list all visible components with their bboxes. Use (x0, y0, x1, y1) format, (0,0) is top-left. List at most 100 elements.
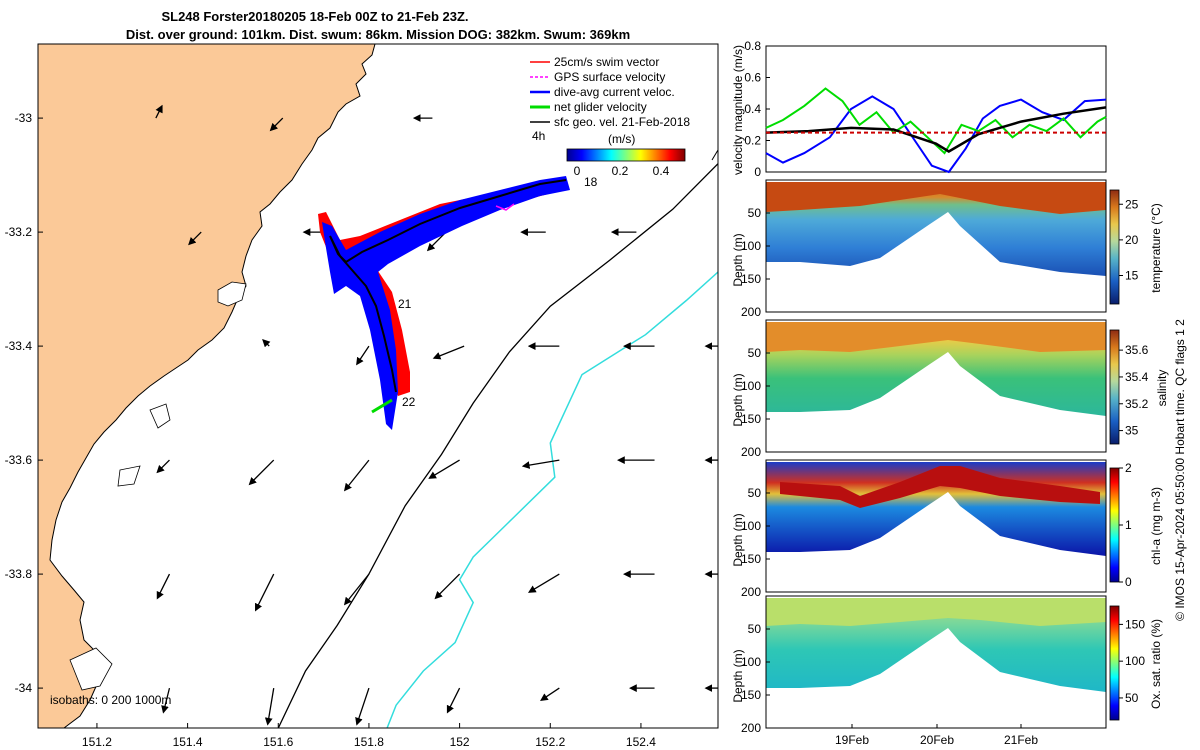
velocity-y-tick-label: 0.4 (744, 102, 761, 116)
temperature-colorbar (1109, 189, 1120, 305)
depth-tick-label: 150 (741, 412, 761, 426)
day-label-22: 22 (402, 395, 416, 409)
colorbar-tick-label: 35.6 (1125, 343, 1149, 357)
colorbar-tick-label: 0 (1125, 575, 1132, 589)
colorbar-tick-label: 15 (1125, 269, 1139, 283)
velocity-y-tick-label: 0 (754, 165, 761, 179)
credit-text: © IMOS 15-Apr-2024 05:50:00 Hobart time.… (1173, 319, 1187, 621)
map-frame (37, 43, 719, 729)
velocity-plot-area (765, 45, 1107, 173)
figure-title-line1: SL248 Forster20180205 18-Feb 00Z to 21-F… (161, 9, 468, 24)
depth-tick-label: 50 (748, 346, 762, 360)
chla-maximum-layer (780, 466, 1100, 508)
velocity-y-tick-label: 0.2 (744, 134, 761, 148)
colorbar-tick-label: 100 (1125, 654, 1145, 668)
map-isobaths (277, 163, 718, 728)
map-x-tick-label: 152.4 (626, 735, 656, 749)
figure-title-line2: Dist. over ground: 101km. Dist. swum: 86… (126, 27, 630, 42)
depth-tick-label: 200 (741, 721, 761, 735)
legend-label-current: dive-avg current veloc. (554, 85, 675, 99)
map-inlet (117, 465, 141, 487)
map-colorbar-tick: 0.2 (612, 164, 629, 178)
date-tick-label: 19Feb (835, 733, 869, 747)
velocity-y-tick-label: 0.6 (744, 71, 761, 85)
oxygen-panel: 50 100 150 200 50 100 150 Depth (m) Ox. sat. r… (731, 595, 1163, 747)
depth-tick-label: 100 (741, 379, 761, 393)
depth-tick-label: 100 (741, 239, 761, 253)
velocity-panel: 0 0.2 0.4 0.6 0.8 velocity magnitude (m/s) (731, 39, 1107, 179)
geostrophic-vector (527, 573, 560, 593)
depth-tick-label: 100 (741, 655, 761, 669)
map-track-line (711, 149, 718, 161)
geostrophic-vector (428, 459, 460, 479)
geostrophic-vector (432, 345, 465, 360)
map-x-tick-label: 151.2 (82, 735, 112, 749)
geostrophic-vector (355, 687, 370, 726)
salinity-colorbar (1109, 329, 1120, 445)
geostrophic-vector (255, 573, 275, 612)
salinity-panel: 50 100 150 200 35 35.2 35.4 35.6 Depth (m) sali… (731, 319, 1169, 459)
map-y-tick-label: -34 (15, 681, 33, 695)
chla-colorbar-label: chl-a (mg m-3) (1149, 487, 1163, 565)
geostrophic-vector (264, 687, 275, 726)
temperature-panel: 50 100 150 200 15 20 25 Depth (m) temperature … (731, 179, 1163, 319)
geostrophic-vector (356, 345, 370, 366)
map-x-tick-label: 151.6 (263, 735, 293, 749)
map-vectors (155, 104, 718, 726)
depth-tick-label: 50 (748, 622, 762, 636)
velocity-axes: 0 0.2 0.4 0.6 0.8 (744, 39, 770, 179)
colorbar-tick-label: 20 (1125, 233, 1139, 247)
colorbar-tick-label: 35 (1125, 424, 1139, 438)
legend-label-swim: 25cm/s swim vector (554, 55, 659, 69)
depth-tick-label: 200 (741, 585, 761, 599)
geostrophic-vector (156, 573, 171, 600)
chla-colorbar (1109, 467, 1120, 583)
depth-tick-label: 200 (741, 305, 761, 319)
depth-tick-label: 150 (741, 272, 761, 286)
oxygen-colorbar (1109, 605, 1120, 721)
temperature-ylabel: Depth (m) (731, 233, 745, 286)
map-x-tick-label: 152.2 (535, 735, 565, 749)
date-tick-label: 20Feb (920, 733, 954, 747)
date-tick-label: 21Feb (1004, 733, 1038, 747)
colorbar-tick-label: 1 (1125, 518, 1132, 532)
temperature-surface-layer (766, 182, 1106, 214)
salinity-colorbar-label: salinity (1155, 370, 1169, 407)
geostrophic-vector (161, 687, 171, 714)
colorbar-tick-label: 35.4 (1125, 370, 1149, 384)
geostrophic-vector (155, 104, 163, 119)
oxygen-surface-layer (766, 598, 1106, 626)
colorbar-tick-label: 2 (1125, 461, 1132, 475)
map-legend: 25cm/s swim vector GPS surface velocity … (530, 55, 690, 178)
map-y-tick-label: -33.8 (5, 567, 33, 581)
velocity-series-net-glider-velocity (765, 87, 1107, 155)
velocity-series-mean (765, 106, 1107, 153)
temperature-colorbar-label: temperature (°C) (1149, 203, 1163, 293)
geostrophic-vector (343, 573, 370, 606)
depth-tick-label: 150 (741, 688, 761, 702)
geostrophic-vector (434, 573, 461, 600)
glider-track (329, 179, 567, 393)
map-inlet (217, 281, 247, 307)
geostrophic-vector (262, 338, 271, 348)
map-panel: 18 21 22 25cm/s swim vector GPS surface … (5, 43, 719, 749)
colorbar-tick-label: 35.2 (1125, 397, 1149, 411)
geostrophic-vector (521, 459, 560, 469)
oxygen-colorbar-label: Ox. sat. ratio (%) (1149, 619, 1163, 709)
isobath-legend: isobaths: 0 200 1000m (50, 693, 171, 707)
velocity-series-dive-avg-current (765, 95, 1107, 174)
chla-axes: 50 100 150 200 0 1 2 (741, 461, 1132, 599)
salinity-surface-layer (766, 322, 1106, 352)
velocity-y-tick-label: 0.8 (744, 39, 761, 53)
oxygen-ylabel: Depth (m) (731, 649, 745, 702)
temperature-axes: 50 100 150 200 15 20 25 (741, 197, 1139, 319)
salinity-ylabel: Depth (m) (731, 373, 745, 426)
map-colorbar-tick: 0.4 (653, 164, 670, 178)
velocity-ylabel: velocity magnitude (m/s) (731, 45, 745, 175)
chla-panel: 50 100 150 200 0 1 2 Depth (m) chl-a (mg m-3) (731, 459, 1163, 599)
map-colorbar-label: (m/s) (608, 132, 635, 146)
map-inlet (69, 647, 113, 691)
geostrophic-vector (248, 459, 275, 486)
depth-tick-label: 50 (748, 206, 762, 220)
